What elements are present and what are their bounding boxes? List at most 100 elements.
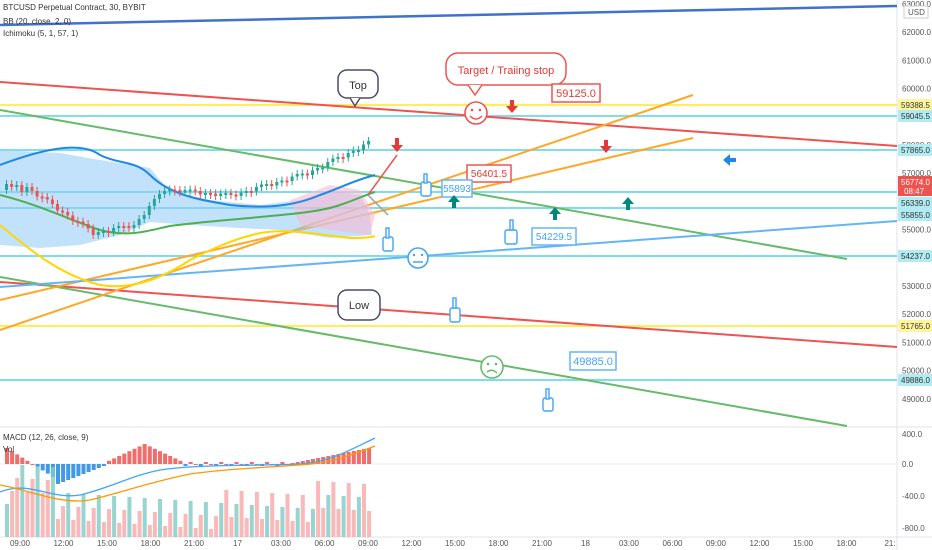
pointing-hand-icon[interactable] xyxy=(420,173,432,197)
candle-body xyxy=(265,184,269,186)
up-arrow-icon[interactable] xyxy=(448,195,460,208)
left-arrow-icon[interactable] xyxy=(723,154,736,166)
volume-bar xyxy=(25,492,30,537)
macd-bar xyxy=(265,462,270,464)
candle-body xyxy=(158,194,161,199)
macd-bar xyxy=(35,464,40,468)
candle-body xyxy=(346,153,350,158)
time-tick: 12:00 xyxy=(749,539,770,548)
vol-legend[interactable]: Vol xyxy=(3,445,14,454)
pointing-hand-icon[interactable] xyxy=(542,388,554,412)
down-arrow-icon[interactable] xyxy=(391,138,403,152)
smile-emoji-icon[interactable] xyxy=(464,101,488,125)
macd-legend[interactable]: MACD (12, 26, close, 9) xyxy=(3,433,89,442)
volume-bar xyxy=(341,496,346,537)
green-lower-trendline[interactable] xyxy=(0,276,848,427)
label-59125-text: 59125.0 xyxy=(556,88,596,100)
pointing-hand-icon[interactable] xyxy=(504,219,518,245)
time-tick: 18:00 xyxy=(488,539,509,548)
time-tick: 18 xyxy=(581,539,590,548)
candle-body xyxy=(193,189,197,192)
label-5589[interactable]: 55893 xyxy=(441,179,473,198)
neutral-emoji-icon[interactable] xyxy=(407,247,429,269)
candle-body xyxy=(249,191,253,193)
macd-bar xyxy=(112,458,117,464)
target-label: Target / Traiing stop xyxy=(458,65,555,77)
time-tick: 15:00 xyxy=(445,539,466,548)
candle-body xyxy=(209,193,212,195)
indicator-ichimoku-label[interactable]: Ichimoku (5, 1, 57, 1) xyxy=(3,29,78,38)
candle-body xyxy=(66,212,70,216)
low-callout[interactable]: Low xyxy=(337,289,381,321)
red-upper-trendline[interactable] xyxy=(0,81,898,147)
label-54229[interactable]: 54229.5 xyxy=(531,227,577,246)
down-arrow-icon[interactable] xyxy=(506,100,518,113)
price-tick: 60000.0 xyxy=(902,85,931,94)
label-5589-text: 55893 xyxy=(443,184,471,195)
candle-body xyxy=(127,226,131,228)
badge-59045: 59045.5 xyxy=(901,112,930,121)
up-arrow-icon[interactable] xyxy=(622,197,634,210)
macd-bar xyxy=(81,464,86,474)
pointing-hand-icon[interactable] xyxy=(449,297,461,323)
time-tick: 18:00 xyxy=(836,539,857,548)
confused-emoji-icon[interactable] xyxy=(480,355,504,379)
volume-bar xyxy=(163,526,168,537)
time-tick: 21:00 xyxy=(532,539,553,548)
candle-body xyxy=(86,224,90,229)
macd-axis[interactable]: 400.0 0.0 -400.0 -800.0 xyxy=(902,430,925,533)
macd-bar xyxy=(367,448,372,464)
volume-bar xyxy=(101,522,106,537)
currency-label[interactable]: USD xyxy=(908,8,925,17)
volume-bar xyxy=(137,511,142,537)
candle-body xyxy=(76,221,80,223)
candle-body xyxy=(40,196,44,199)
volume-bar xyxy=(20,465,25,537)
label-59125[interactable]: 59125.0 xyxy=(551,83,601,103)
target-callout[interactable]: Target / Traiing stop xyxy=(445,52,567,97)
top-callout[interactable]: Top xyxy=(337,69,379,108)
candle-body xyxy=(61,210,65,213)
macd-bar xyxy=(290,463,295,464)
volume-bar xyxy=(76,507,81,537)
blue-support-trendline[interactable] xyxy=(0,220,898,288)
blue-top-trendline[interactable] xyxy=(0,4,898,27)
macd-bar xyxy=(356,450,361,464)
volume-bar xyxy=(224,490,229,537)
time-axis[interactable]: 09:00 12:00 15:00 18:00 21:00 17 03:00 06:00 09:… xyxy=(10,539,896,548)
volume-bar xyxy=(229,517,234,537)
label-56401[interactable]: 56401.5 xyxy=(466,164,512,183)
macd-bar xyxy=(91,464,96,470)
macd-bar xyxy=(300,461,305,464)
candle-body xyxy=(5,184,8,190)
volume-bar xyxy=(300,495,305,537)
down-arrow-icon[interactable] xyxy=(600,140,612,153)
macd-bar xyxy=(10,451,15,464)
badge-54237: 54237.0 xyxy=(901,252,930,261)
volume-bar xyxy=(219,503,224,537)
indicator-bb-label[interactable]: BB (20, close, 2, 0) xyxy=(3,17,71,26)
volume-bar xyxy=(254,492,259,537)
time-tick: 12:00 xyxy=(401,539,422,548)
time-tick: 06:00 xyxy=(662,539,683,548)
macd-bar xyxy=(137,446,142,464)
label-49885[interactable]: 49885.0 xyxy=(569,351,617,371)
volume-bar xyxy=(168,513,173,537)
pointing-hand-icon[interactable] xyxy=(382,227,394,252)
macd-bar xyxy=(127,451,132,464)
up-arrow-icon[interactable] xyxy=(549,207,561,220)
macd-bar xyxy=(152,448,157,464)
time-tick: 09:00 xyxy=(706,539,727,548)
symbol-title[interactable]: BTCUSD Perpetual Contract, 30, BYBIT xyxy=(3,3,146,12)
volume-bar xyxy=(5,504,9,537)
macd-tick: -800.0 xyxy=(902,524,925,533)
candle-body xyxy=(305,173,309,176)
macd-bar xyxy=(280,462,285,464)
red-lower-trendline[interactable] xyxy=(0,281,898,348)
candle-body xyxy=(336,157,340,159)
volume-bar xyxy=(122,510,127,537)
price-tick: 57000.0 xyxy=(902,169,931,178)
volume-bar xyxy=(81,494,86,537)
label-49885-text: 49885.0 xyxy=(573,356,613,368)
